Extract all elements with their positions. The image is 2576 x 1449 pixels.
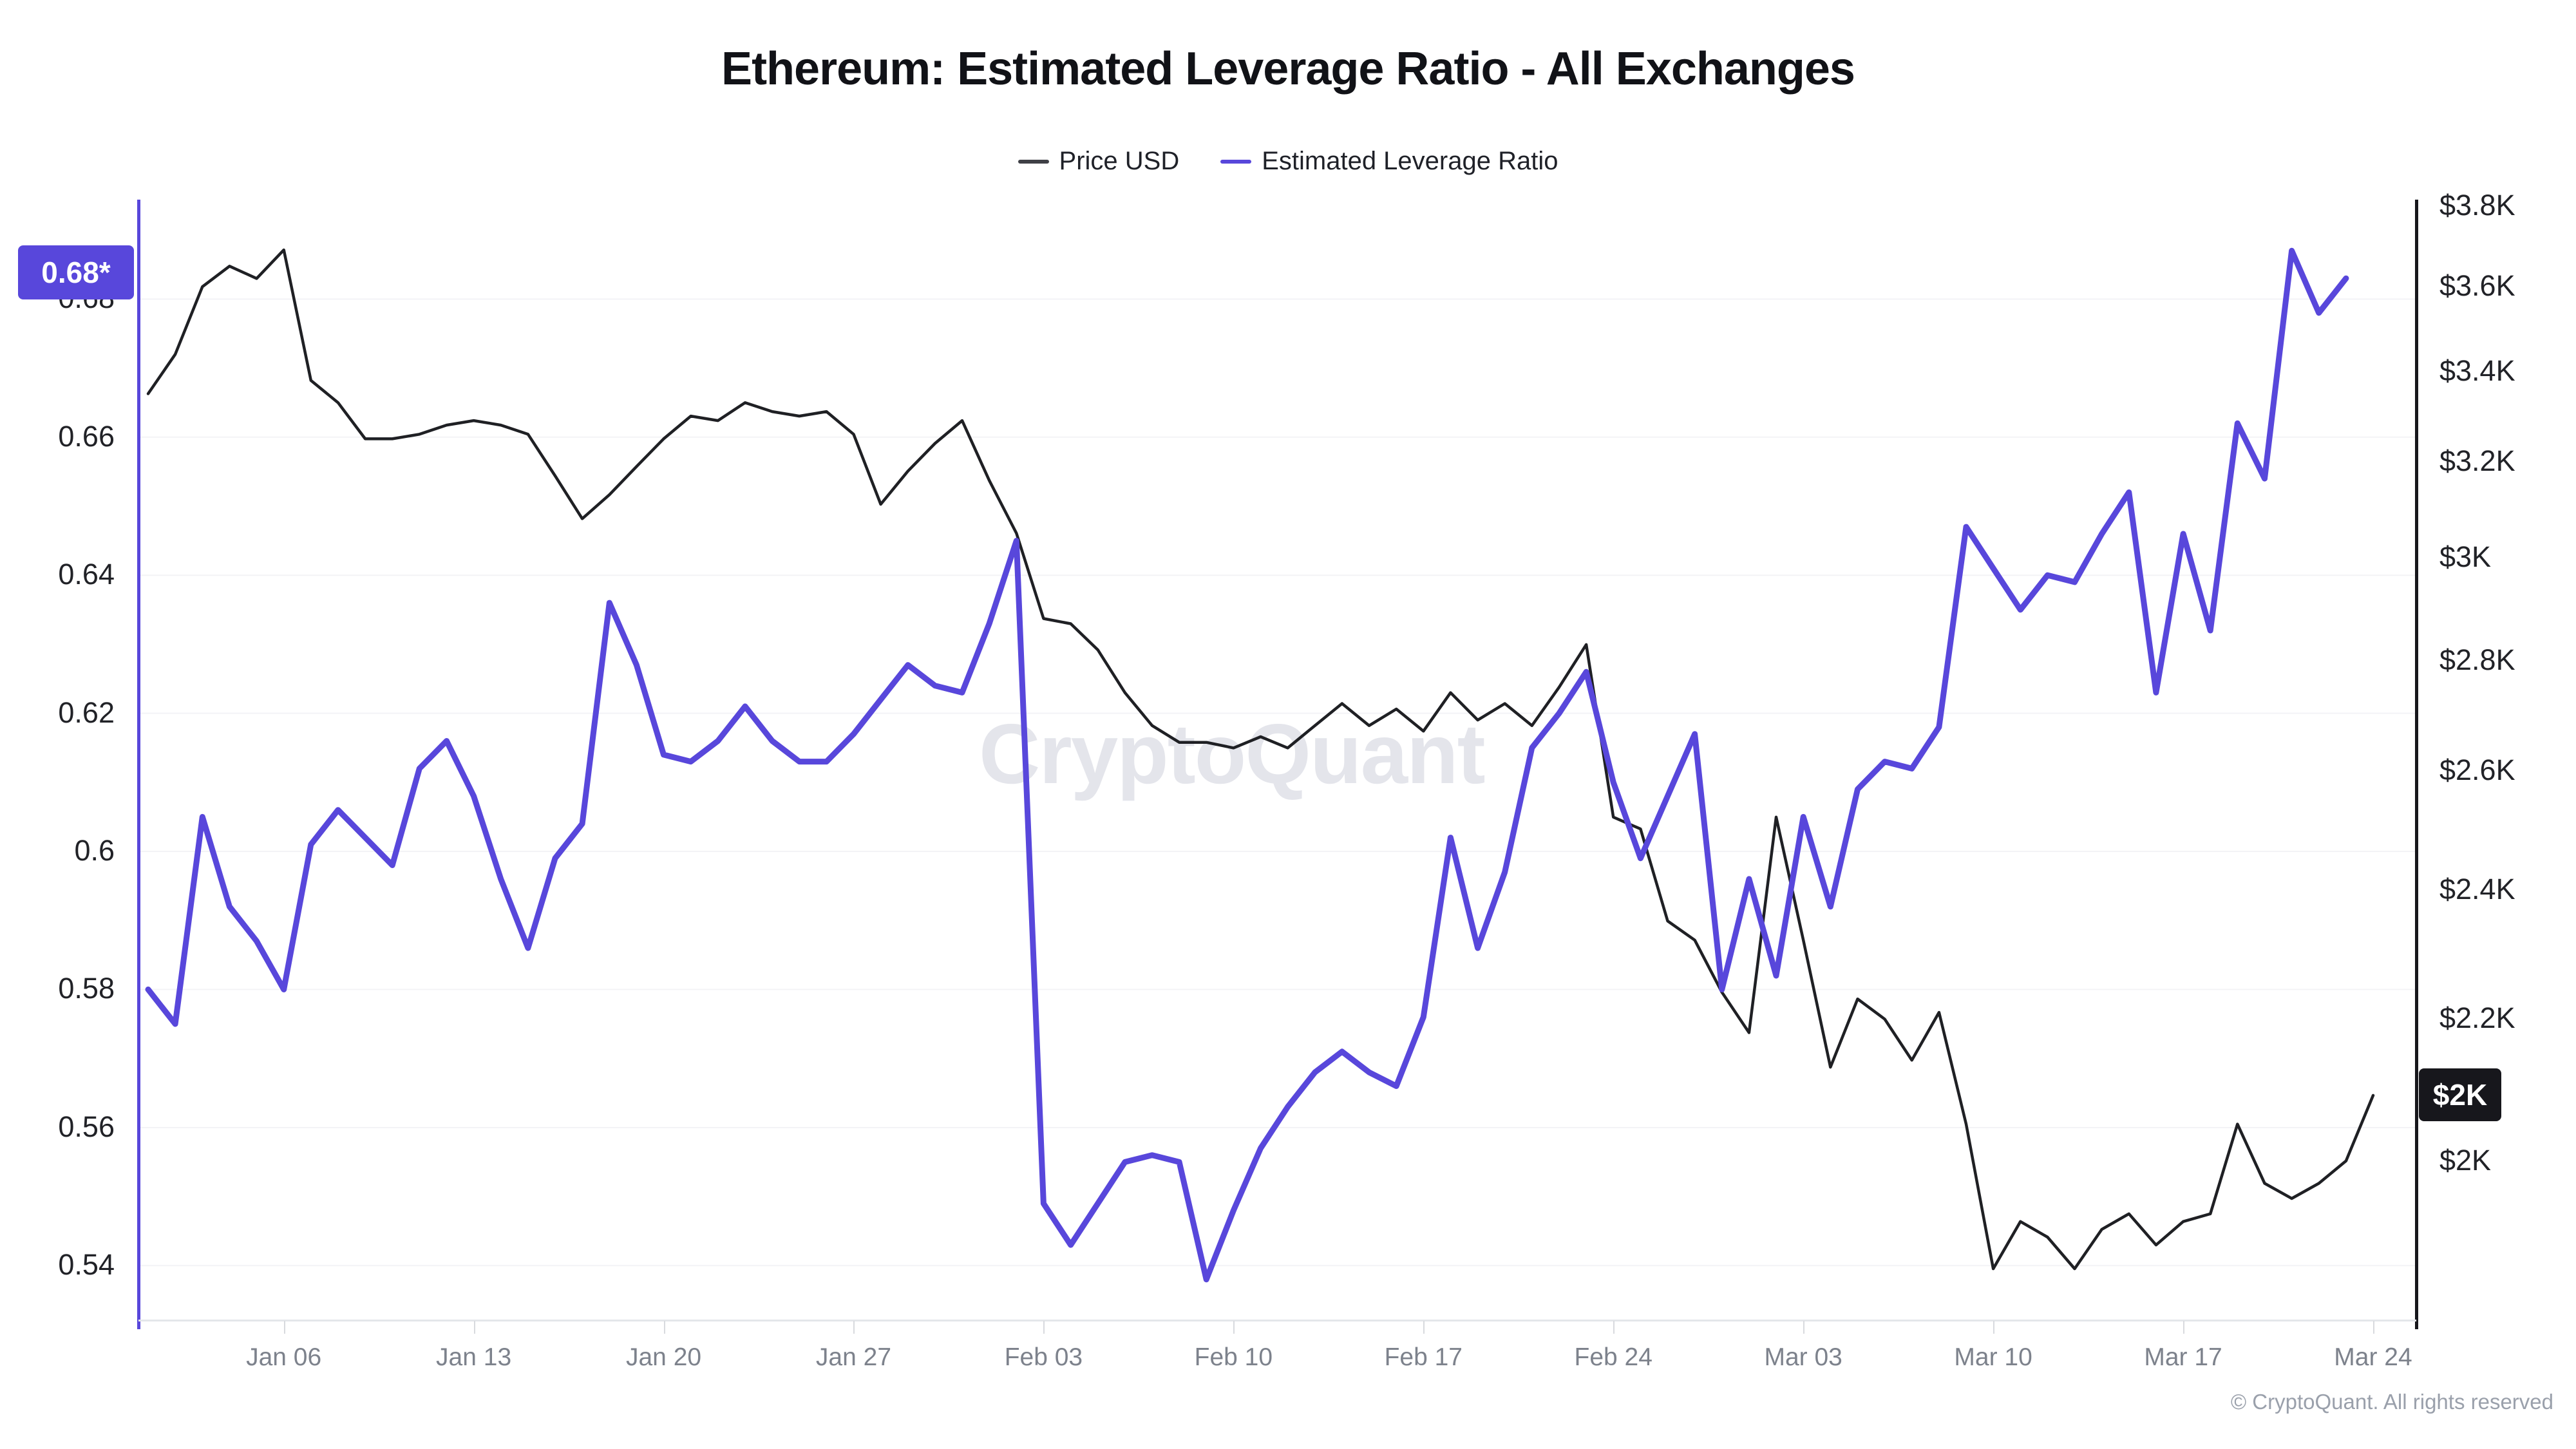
x-axis-tick-label: Feb 03: [1004, 1343, 1083, 1371]
x-axis-tick-label: Feb 24: [1574, 1343, 1653, 1371]
x-axis-tick-mark: [473, 1321, 475, 1334]
cryptoquant-watermark: CryptoQuant: [979, 706, 1486, 801]
price-line[interactable]: [146, 248, 2375, 1271]
x-axis-tick-mark: [1803, 1321, 1805, 1334]
x-axis-tick-label: Feb 10: [1194, 1343, 1273, 1371]
right-axis-tick-label: $3K: [2439, 540, 2492, 574]
x-axis-tick-mark: [283, 1321, 285, 1334]
x-axis-tick-label: Jan 27: [815, 1343, 892, 1371]
x-axis-tick-mark: [2373, 1321, 2374, 1334]
x-axis-tick-mark: [663, 1321, 665, 1334]
x-axis-tick-mark: [1233, 1321, 1235, 1334]
x-axis-tick-label: Jan 13: [436, 1343, 512, 1371]
legend-item-leverage[interactable]: Estimated Leverage Ratio: [1220, 147, 1558, 176]
left-axis-tick-label: 0.56: [58, 1110, 115, 1143]
x-axis-tick-label: Mar 17: [2144, 1343, 2222, 1371]
right-axis-line: [2415, 200, 2418, 1329]
current-leverage-badge: 0.68*: [18, 245, 134, 299]
page-title: Ethereum: Estimated Leverage Ratio - All…: [721, 43, 1855, 95]
left-axis-tick-label: 0.6: [74, 834, 115, 867]
current-price-badge: $2K: [2419, 1068, 2501, 1121]
copyright-footer: © CryptoQuant. All rights reserved: [2230, 1390, 2553, 1414]
right-axis-tick-label: $2.8K: [2439, 643, 2515, 676]
x-axis-tick-mark: [1423, 1321, 1425, 1334]
right-axis-tick-label: $3.6K: [2439, 269, 2515, 303]
legend-item-label: Price USD: [1059, 147, 1180, 175]
x-axis-tick-label: Jan 06: [246, 1343, 322, 1371]
left-axis-line: [137, 200, 140, 1329]
left-axis-tick-label: 0.62: [58, 696, 115, 729]
right-axis-tick-label: $2.2K: [2439, 1001, 2515, 1035]
x-axis-tick-mark: [2183, 1321, 2185, 1334]
x-axis-tick-mark: [1043, 1321, 1045, 1334]
right-axis-tick-label: $3.8K: [2439, 189, 2515, 222]
x-axis-tick-label: Jan 20: [625, 1343, 702, 1371]
right-axis-tick-label: $3.4K: [2439, 354, 2515, 388]
left-axis-tick-label: 0.64: [58, 558, 115, 591]
x-axis-tick-label: Mar 24: [2334, 1343, 2412, 1371]
right-axis-tick-label: $2K: [2439, 1143, 2492, 1177]
x-axis-tick-label: Feb 17: [1384, 1343, 1463, 1371]
x-axis-tick-mark: [1613, 1321, 1615, 1334]
right-axis-tick-label: $2.6K: [2439, 753, 2515, 786]
x-axis-tick-label: Mar 03: [1764, 1343, 1842, 1371]
right-axis-tick-label: $2.4K: [2439, 872, 2515, 905]
x-axis-line: [138, 1320, 2416, 1321]
x-axis-tick-mark: [1993, 1321, 1995, 1334]
x-axis-tick-label: Mar 10: [1954, 1343, 2032, 1371]
right-axis-tick-label: $3.2K: [2439, 444, 2515, 478]
left-axis-tick-label: 0.54: [58, 1248, 115, 1282]
legend-item-label: Estimated Leverage Ratio: [1262, 147, 1558, 175]
left-axis-tick-label: 0.66: [58, 419, 115, 453]
left-axis-tick-label: 0.58: [58, 972, 115, 1005]
chart-legend: Price USD Estimated Leverage Ratio: [0, 147, 2576, 176]
legend-item-price[interactable]: Price USD: [1018, 147, 1180, 176]
leverage-line[interactable]: [145, 247, 2349, 1283]
price-legend-dash-icon: [1018, 159, 1049, 164]
x-axis-tick-mark: [853, 1321, 855, 1334]
leverage-legend-dash-icon: [1220, 159, 1252, 164]
